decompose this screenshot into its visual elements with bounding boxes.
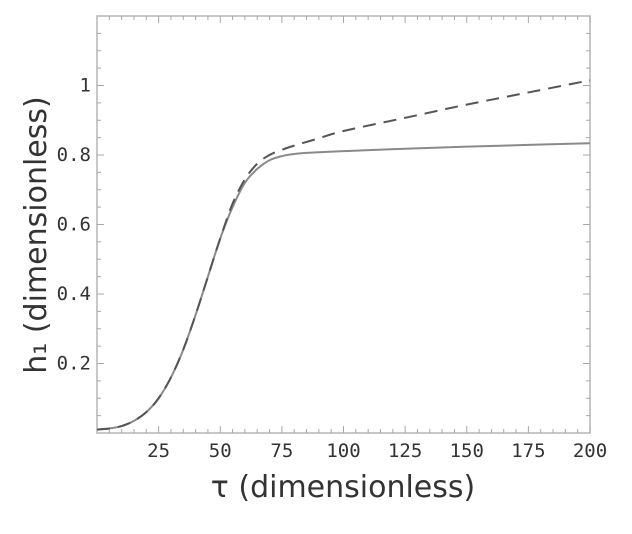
x-tick-label: 175	[511, 440, 545, 462]
x-tick-label: 200	[573, 440, 607, 462]
x-tick-label: 75	[270, 440, 293, 462]
x-tick-label: 125	[388, 440, 422, 462]
tick-labels-group: 25 50 75 100 125 150 175 200 0.2 0.4 0.6 0.8 1	[57, 75, 607, 463]
x-tick-label: 100	[326, 440, 360, 462]
y-axis-label: h₁ (dimensionless)	[19, 96, 54, 373]
y-tick-label: 0.2	[57, 353, 91, 375]
x-tick-label: 25	[147, 440, 170, 462]
series-group	[96, 79, 591, 431]
solid-series-line	[96, 142, 591, 431]
y-tick-label: 0.8	[57, 144, 91, 166]
ticks-group	[97, 16, 591, 433]
x-tick-label: 150	[450, 440, 484, 462]
y-tick-label: 1	[80, 75, 91, 97]
dashed-series-line	[96, 79, 591, 431]
y-tick-label: 0.6	[57, 214, 91, 236]
x-axis-label: τ (dimensionless)	[211, 470, 475, 505]
x-tick-label: 50	[209, 440, 232, 462]
y-tick-label: 0.4	[57, 283, 91, 305]
plot-frame	[96, 15, 591, 434]
